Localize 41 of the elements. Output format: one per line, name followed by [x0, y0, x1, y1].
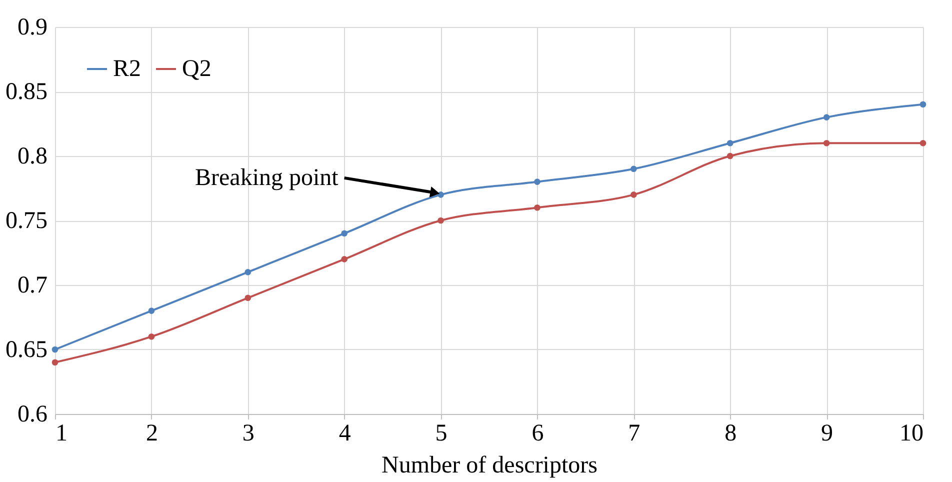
legend-label: R2 [113, 56, 142, 82]
y-tick-label: 0.75 [6, 208, 48, 234]
point [52, 359, 58, 366]
point [148, 308, 155, 314]
point [341, 256, 348, 262]
point [823, 114, 830, 120]
point [341, 230, 348, 237]
x-tick-label: 5 [435, 420, 448, 446]
x-tick-label: 1 [56, 420, 68, 446]
x-axis-title: Number of descriptors [382, 452, 598, 478]
x-tick-label: 9 [821, 420, 834, 446]
point [244, 294, 252, 302]
point [534, 178, 540, 185]
y-tick-label: 0.6 [18, 402, 48, 428]
point [920, 140, 926, 146]
x-tick-label: 7 [628, 420, 640, 446]
x-tick-label: 6 [532, 420, 544, 446]
point [726, 140, 734, 146]
point [148, 333, 155, 340]
x-tick-label: 10 [900, 420, 924, 446]
y-tick-label: 0.7 [18, 272, 48, 298]
point [726, 152, 734, 160]
point [52, 346, 58, 353]
point [920, 101, 926, 108]
point [630, 192, 637, 198]
y-tick-label: 0.85 [6, 79, 48, 105]
y-tick-label: 0.65 [6, 337, 48, 363]
annotation: Breaking point [195, 164, 339, 191]
point [438, 192, 444, 198]
y-tick-label: 0.9 [18, 14, 48, 40]
point [630, 166, 637, 172]
x-tick-label: 8 [724, 420, 737, 446]
point [244, 268, 252, 276]
point [534, 204, 540, 211]
x-tick-label: 4 [338, 420, 351, 446]
x-tick-label: 2 [146, 420, 158, 446]
legend-label: Q2 [182, 56, 212, 82]
point [823, 140, 830, 146]
x-tick-label: 3 [242, 420, 254, 446]
point [438, 217, 444, 224]
y-tick-label: 0.8 [18, 144, 48, 170]
